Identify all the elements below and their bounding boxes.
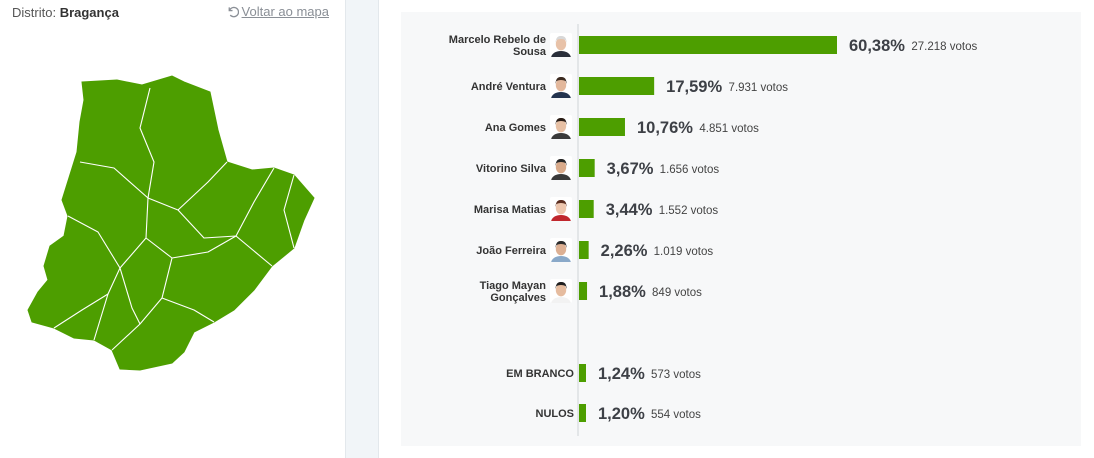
results-bar-chart: Marcelo Rebelo de Sousa 60,38% 27.218 votos… <box>449 24 978 436</box>
result-bar <box>579 77 655 95</box>
municipality-border <box>283 174 295 249</box>
result-bar <box>579 282 588 300</box>
result-bar <box>579 36 837 54</box>
candidate-name: Marcelo Rebelo de Sousa <box>449 34 547 58</box>
candidate-avatar <box>550 33 572 57</box>
percentage-label: 2,26% <box>601 242 648 260</box>
percentage-label: 60,38% <box>849 37 905 55</box>
candidate-name: Tiago Mayan Gonçalves <box>480 280 547 304</box>
votes-label: 554 votos <box>651 409 701 421</box>
other-votes-row: NULOS 1,20% 554 votos <box>536 404 701 423</box>
district-outline <box>27 75 315 371</box>
candidate-row: Tiago Mayan Gonçalves 1,88% 849 votos <box>480 279 702 304</box>
municipality-border <box>79 161 149 199</box>
candidate-name: Vitorino Silva <box>476 163 547 175</box>
municipality-border <box>145 235 237 259</box>
candidate-row: Vitorino Silva 3,67% 1.656 votos <box>476 156 720 180</box>
percentage-label: 17,59% <box>666 78 722 96</box>
candidate-row: Ana Gomes 10,76% 4.851 votos <box>485 115 759 139</box>
votes-label: 1.656 votos <box>660 164 720 176</box>
result-bar <box>579 404 586 422</box>
votes-label: 1.552 votos <box>659 205 719 217</box>
back-to-map-label: Voltar ao mapa <box>241 4 329 19</box>
results-chart-panel: Marcelo Rebelo de Sousa 60,38% 27.218 votos… <box>401 12 1081 446</box>
votes-label: 1.019 votos <box>654 246 714 258</box>
percentage-label: 1,88% <box>599 283 646 301</box>
candidate-name: NULOS <box>536 408 575 420</box>
candidate-name: Marisa Matias <box>474 204 546 216</box>
municipality-border <box>111 257 173 351</box>
result-bar <box>579 200 594 218</box>
candidate-avatar <box>550 238 572 262</box>
candidate-name: EM BRANCO <box>506 368 574 380</box>
percentage-label: 1,20% <box>598 405 645 423</box>
result-bar <box>579 159 595 177</box>
other-votes-row: EM BRANCO 1,24% 573 votos <box>506 364 701 383</box>
candidate-row: Marisa Matias 3,44% 1.552 votos <box>474 197 719 221</box>
candidate-name: Ana Gomes <box>485 122 546 134</box>
candidate-avatar <box>550 156 572 180</box>
candidate-name: André Ventura <box>471 81 547 93</box>
panel-divider <box>345 0 379 458</box>
undo-icon <box>228 6 239 18</box>
municipality-border <box>235 167 275 237</box>
district-caption: Distrito: <box>12 5 57 20</box>
votes-label: 849 votos <box>652 287 702 299</box>
braganca-map <box>27 75 315 371</box>
candidate-avatar <box>550 279 572 303</box>
candidate-name: João Ferreira <box>476 245 547 257</box>
percentage-label: 10,76% <box>637 119 693 137</box>
percentage-label: 3,67% <box>607 160 654 178</box>
candidate-avatar <box>550 115 572 139</box>
municipality-border <box>177 209 273 267</box>
municipality-border <box>119 267 141 325</box>
district-map <box>22 70 322 380</box>
result-bar <box>579 364 586 382</box>
result-bar <box>579 118 625 136</box>
votes-label: 27.218 votos <box>911 41 977 53</box>
candidate-row: André Ventura 17,59% 7.931 votos <box>471 74 789 98</box>
votes-label: 7.931 votos <box>729 82 789 94</box>
candidate-avatar <box>550 74 572 98</box>
municipality-border <box>161 297 215 323</box>
municipality-border <box>139 87 155 199</box>
district-name: Bragança <box>59 5 119 20</box>
votes-label: 4.851 votos <box>699 123 759 135</box>
votes-label: 573 votos <box>651 369 701 381</box>
district-panel: Distrito: Bragança Voltar ao mapa <box>0 0 345 458</box>
result-bar <box>579 241 589 259</box>
candidate-row: Marcelo Rebelo de Sousa 60,38% 27.218 votos <box>449 33 978 58</box>
percentage-label: 3,44% <box>606 201 653 219</box>
candidate-avatar <box>550 197 572 221</box>
back-to-map-link[interactable]: Voltar ao mapa <box>226 4 329 19</box>
municipality-border <box>147 161 228 211</box>
municipality-border <box>53 293 109 329</box>
district-label: Distrito: Bragança <box>12 5 119 20</box>
percentage-label: 1,24% <box>598 365 645 383</box>
candidate-row: João Ferreira 2,26% 1.019 votos <box>476 238 714 262</box>
